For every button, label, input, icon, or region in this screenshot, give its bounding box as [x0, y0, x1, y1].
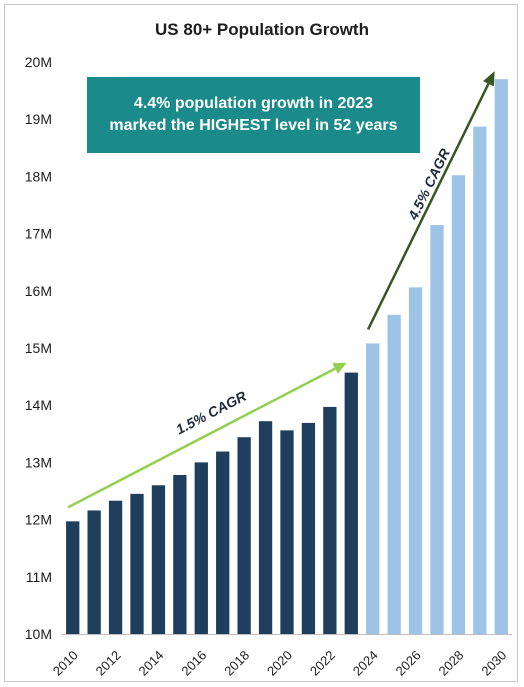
axes: 10M 11M 12M 13M 14M 15M 16M 17M 18M 19M 20M 2010 201… — [25, 54, 512, 679]
y-tick-label: 11M — [26, 569, 52, 585]
bar — [344, 372, 358, 634]
cagr-arrow-line — [67, 367, 336, 509]
chart-title: US 80+ Population Growth — [155, 20, 369, 39]
bars — [66, 79, 508, 635]
y-tick-label: 12M — [25, 512, 52, 528]
bar — [108, 500, 123, 634]
y-tick-label: 15M — [25, 340, 52, 356]
y-tick-label: 10M — [25, 626, 52, 642]
highlight-callout: 4.4% population growth in 2023 marked th… — [87, 77, 420, 153]
x-tick-label: 2014 — [135, 648, 166, 679]
callout-line-1: 4.4% population growth in 2023 — [133, 95, 374, 112]
cagr-arrow-line — [366, 83, 490, 330]
bar — [87, 510, 101, 634]
x-tick-label: 2010 — [50, 648, 81, 679]
bar — [494, 79, 508, 634]
bar — [173, 474, 187, 634]
bar — [237, 437, 251, 634]
bar — [66, 521, 80, 634]
bar — [151, 485, 166, 634]
y-tick-label: 13M — [25, 454, 52, 470]
x-tick-label: 2026 — [393, 648, 424, 679]
y-tick-label: 19M — [25, 111, 52, 127]
x-tick-label: 2020 — [264, 648, 295, 679]
cagr-label: 4.5% CAGR — [404, 145, 453, 223]
x-tick-label: 2022 — [307, 648, 338, 679]
bar — [280, 430, 294, 634]
bar — [387, 314, 401, 634]
bar — [323, 406, 337, 634]
x-tick-label: 2030 — [478, 648, 509, 679]
x-tick-label: 2028 — [435, 648, 466, 679]
bar — [430, 225, 444, 634]
y-tick-label: 20M — [25, 54, 52, 70]
x-tick-label: 2018 — [221, 648, 252, 679]
cagr-label: 1.5% CAGR — [173, 387, 250, 437]
bar — [301, 422, 316, 634]
bar — [194, 462, 208, 634]
bar — [451, 175, 466, 635]
bar — [473, 126, 487, 635]
x-tick-label: 2012 — [93, 648, 124, 679]
bar — [408, 287, 423, 634]
bar — [258, 421, 273, 634]
y-tick-label: 16M — [25, 283, 52, 299]
y-tick-label: 17M — [25, 226, 52, 242]
x-tick-label: 2016 — [178, 648, 209, 679]
callout-line-2: marked the HIGHEST level in 52 years — [109, 117, 398, 134]
x-tick-label: 2024 — [350, 648, 381, 679]
bar — [366, 343, 380, 634]
y-tick-label: 14M — [25, 397, 52, 413]
bar — [130, 493, 144, 634]
cagr-arrow-head — [332, 362, 347, 374]
cagr-arrow-head — [483, 71, 495, 87]
bar — [216, 451, 230, 634]
y-tick-label: 18M — [25, 168, 52, 184]
